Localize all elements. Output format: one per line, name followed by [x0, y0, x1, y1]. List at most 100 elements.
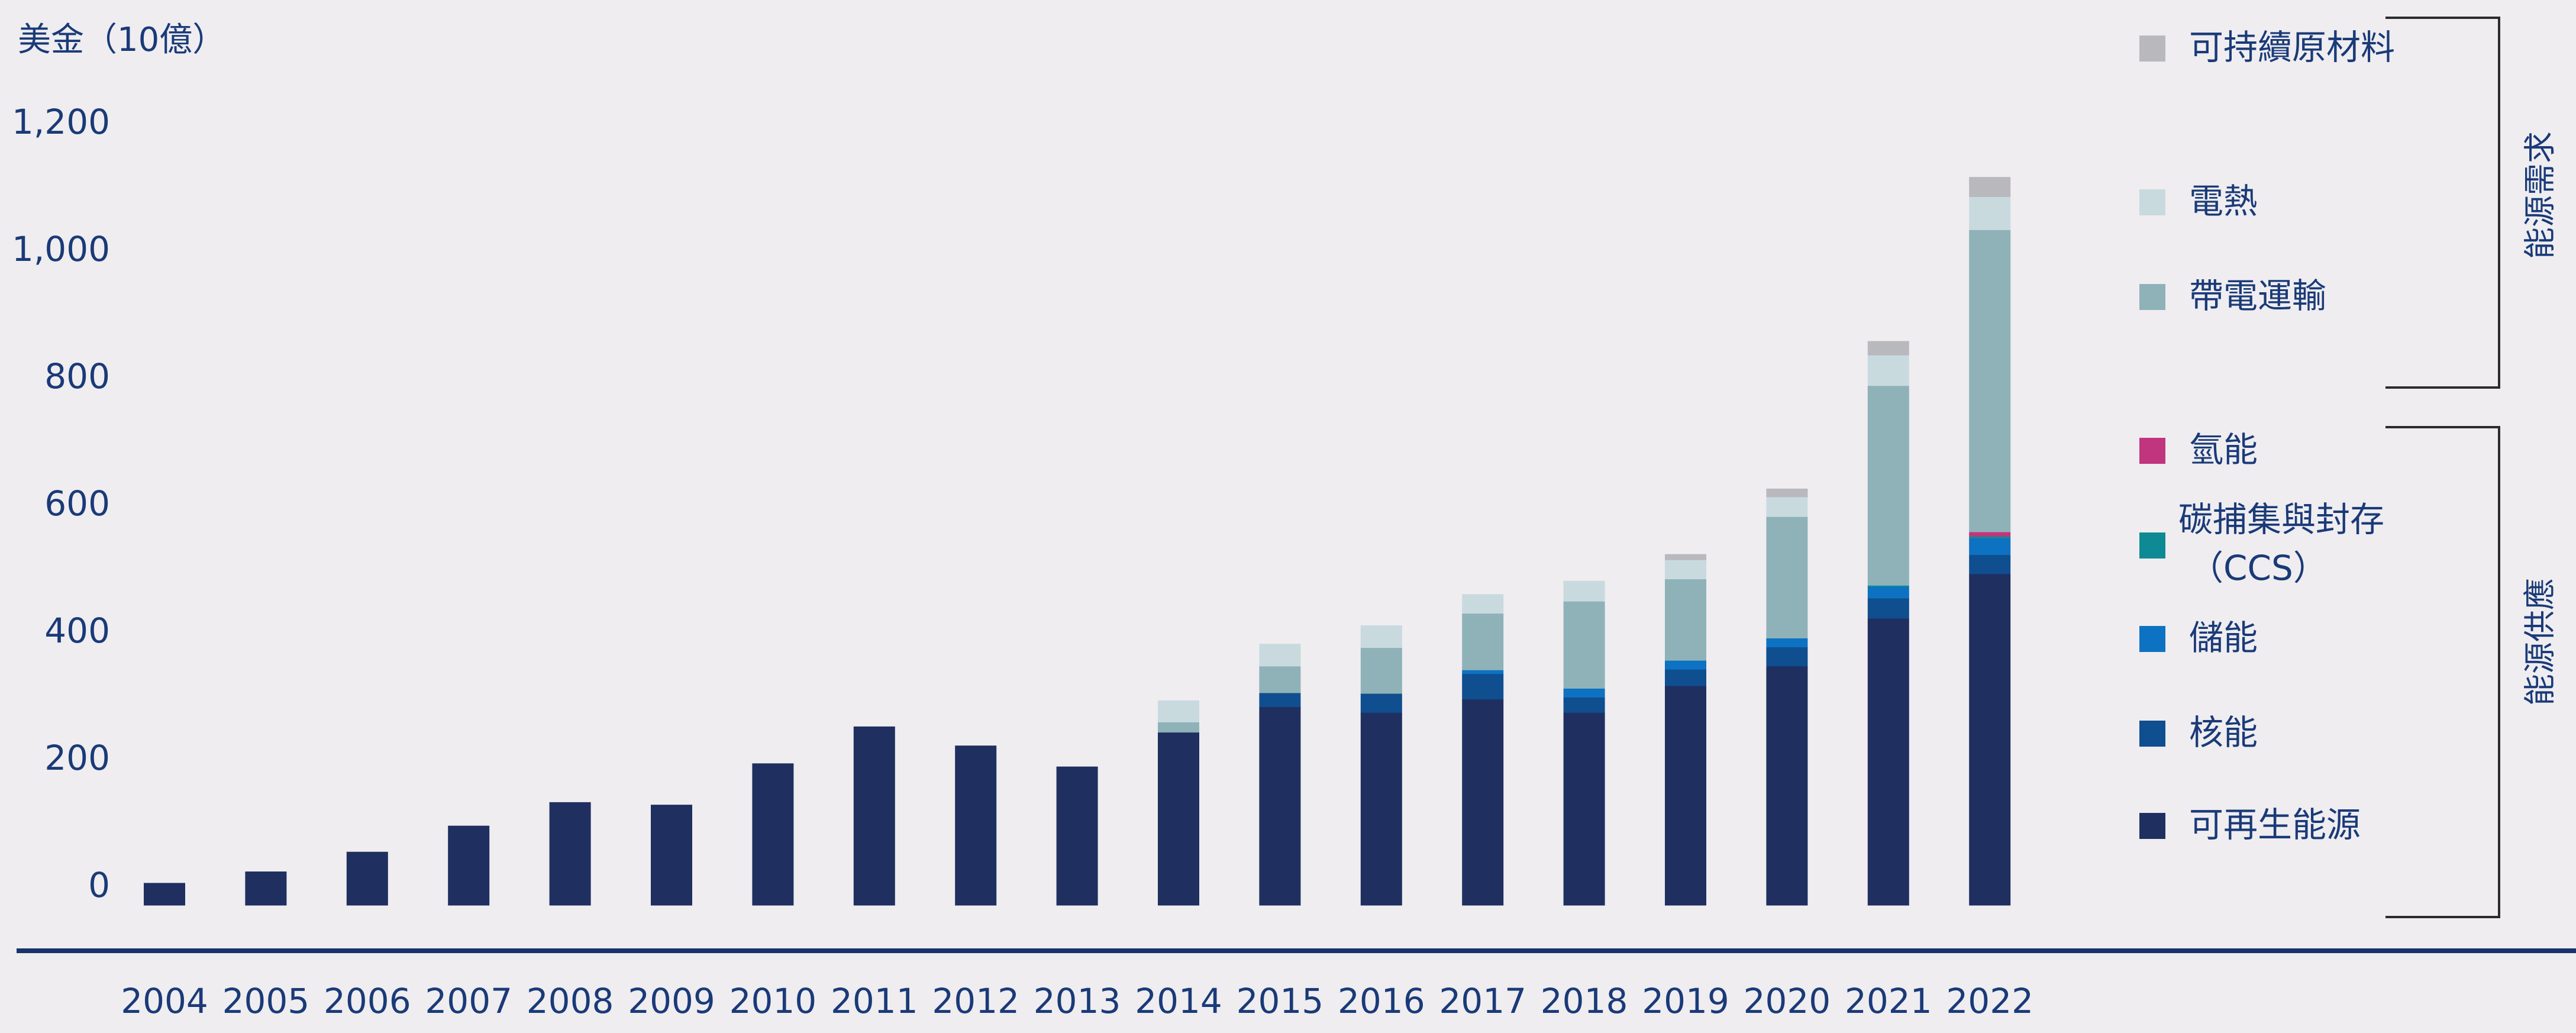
group-label-supply: 能源供應 [2522, 578, 2559, 706]
bar-segment-2020-1 [1766, 647, 1808, 667]
bar-segment-2020-7 [1766, 488, 1808, 498]
bar-segment-2022-3 [1969, 536, 2011, 539]
bar-segment-2022-2 [1969, 538, 2011, 556]
legend-swatch [2139, 35, 2165, 62]
bar-segment-2014-0 [1158, 732, 1199, 906]
bar-segment-2007-0 [448, 825, 490, 906]
bar-segment-2011-0 [853, 726, 895, 906]
bar-segment-2022-0 [1969, 573, 2011, 906]
bar-segment-2017-5 [1462, 613, 1504, 670]
x-tick-label: 2015 [1237, 981, 1324, 1021]
bar-segment-2017-1 [1462, 673, 1504, 700]
bar-segment-2022-6 [1969, 196, 2011, 230]
bar-segment-2013-0 [1056, 766, 1098, 906]
legend-swatch [2139, 438, 2165, 464]
bar-segment-2020-0 [1766, 666, 1808, 906]
legend-label: 碳捕集與封存 [2178, 499, 2384, 540]
bar-segment-2006-0 [346, 851, 388, 906]
bar-segment-2009-0 [651, 805, 692, 906]
bar-segment-2017-2 [1462, 670, 1504, 674]
x-tick-label: 2018 [1541, 981, 1628, 1021]
x-tick-label: 2020 [1744, 981, 1831, 1021]
bar-segment-2022-1 [1969, 554, 2011, 574]
legend-label: 可再生能源 [2189, 805, 2361, 845]
bar-segment-2017-6 [1462, 594, 1504, 614]
legend-swatch [2139, 626, 2165, 652]
y-tick-label: 1,000 [12, 229, 110, 269]
bar-segment-2019-6 [1665, 560, 1706, 580]
bar-segment-2010-0 [752, 763, 794, 906]
bar-segment-2019-5 [1665, 579, 1706, 661]
bar-segment-2018-0 [1563, 712, 1605, 906]
bar-segment-2018-6 [1563, 580, 1605, 602]
bar-segment-2022-7 [1969, 177, 2011, 197]
bar-segment-2022-5 [1969, 230, 2011, 532]
x-tick-label: 2008 [527, 981, 614, 1021]
bar-segment-2016-6 [1360, 625, 1402, 648]
bar-segment-2022-4 [1969, 531, 2011, 537]
bar-segment-2014-6 [1158, 700, 1199, 722]
bar-segment-2020-6 [1766, 496, 1808, 517]
legend-swatch [2139, 532, 2165, 559]
x-tick-label: 2010 [729, 981, 817, 1021]
bar-segment-2021-7 [1867, 341, 1909, 356]
x-tick-label: 2019 [1642, 981, 1729, 1021]
legend-label: 可持續原材料 [2189, 27, 2395, 67]
x-tick-label: 2005 [222, 981, 310, 1021]
x-tick-label: 2011 [831, 981, 918, 1021]
y-tick-label: 200 [44, 738, 110, 778]
bar-segment-2019-2 [1665, 660, 1706, 670]
bar-segment-2008-0 [549, 802, 591, 906]
x-tick-label: 2022 [1946, 981, 2033, 1021]
legend-brackets: 能源需求 能源供應 [2385, 17, 2559, 918]
bar-segment-2004-0 [144, 883, 185, 906]
legend-label: （CCS） [2189, 548, 2328, 588]
y-axis-ticks: 0 200 400 600 800 1,000 1,200 [12, 102, 110, 905]
legend-label: 電熱 [2189, 181, 2258, 221]
bracket-demand [2385, 17, 2500, 389]
bar-segment-2018-1 [1563, 697, 1605, 713]
bar-segment-2021-2 [1867, 586, 1909, 599]
bar-segment-2019-0 [1665, 686, 1706, 906]
bar-segment-2015-0 [1259, 706, 1301, 906]
x-tick-label: 2006 [324, 981, 411, 1021]
x-tick-label: 2012 [932, 981, 1019, 1021]
bar-segment-2018-2 [1563, 688, 1605, 698]
x-tick-label: 2016 [1338, 981, 1425, 1021]
bar-segment-2016-1 [1360, 693, 1402, 713]
legend-label: 核能 [2189, 712, 2258, 753]
bar-segment-2021-5 [1867, 385, 1909, 586]
y-tick-label: 400 [44, 611, 110, 651]
legend-label: 氫能 [2189, 430, 2258, 470]
legend-label: 帶電運輸 [2189, 276, 2326, 316]
x-tick-label: 2009 [628, 981, 715, 1021]
bar-segment-2017-0 [1462, 699, 1504, 906]
bar-segment-2021-3 [1867, 585, 1909, 587]
bar-segment-2012-0 [955, 745, 997, 906]
bracket-supply [2385, 426, 2500, 918]
y-tick-label: 800 [44, 356, 110, 396]
legend-label: 儲能 [2189, 618, 2258, 658]
x-tick-label: 2021 [1845, 981, 1932, 1021]
legend-swatch [2139, 813, 2165, 839]
x-tick-label: 2017 [1439, 981, 1526, 1021]
bar-segment-2015-6 [1259, 644, 1301, 667]
bar-segment-2019-7 [1665, 554, 1706, 560]
x-axis-ticks: 2004 2005 2006 2007 2008 2009 2010 2011 2012 2013… [121, 981, 2033, 1021]
bar-segment-2019-1 [1665, 669, 1706, 686]
bar-segment-2016-5 [1360, 647, 1402, 694]
bar-segment-2016-0 [1360, 712, 1402, 906]
bar-segment-2005-0 [245, 871, 287, 906]
bar-segment-2021-6 [1867, 355, 1909, 386]
bar-segment-2015-1 [1259, 692, 1301, 708]
x-tick-label: 2014 [1135, 981, 1222, 1021]
bar-segment-2021-1 [1867, 598, 1909, 619]
bar-segment-2018-5 [1563, 601, 1605, 689]
y-tick-label: 0 [88, 865, 110, 905]
bar-segment-2021-0 [1867, 618, 1909, 906]
bar-segment-2014-5 [1158, 722, 1199, 733]
group-label-demand: 能源需求 [2522, 131, 2559, 259]
